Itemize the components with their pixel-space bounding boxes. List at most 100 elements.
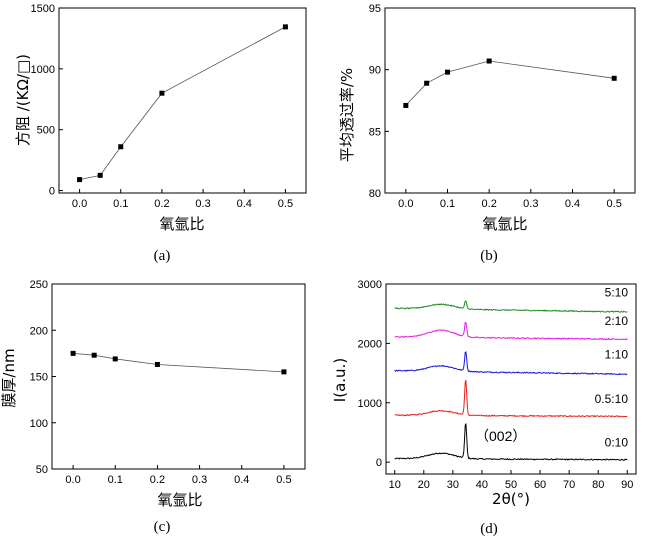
panel-a-ticks: 0.0 0.1 0.2 0.3 0.4 0.5 0 500 1000 1500 [31,3,294,210]
panel-d-series-2-10 [394,322,628,341]
panel-d-peak-annotation: （002） [475,428,526,444]
panel-d-series-label: 0:10 [605,436,629,450]
panel-c-y-tick-label: 100 [30,418,48,430]
panel-a-data-point [97,172,103,178]
panel-d-ticks: 10 20 30 40 50 60 70 80 90 0 1000 2000 3000 [358,279,634,491]
panel-c-marks [70,350,287,375]
panel-b-y-tick-label: 80 [369,188,381,200]
panel-d-xrd-patterns: 10 20 30 40 50 60 70 80 90 0 1000 2000 3000 0:10 0.5:… [331,279,637,537]
panel-a-x-tick-label: 0.5 [278,198,293,210]
panel-c-x-tick-label: 0.2 [150,474,165,486]
panel-c-caption: (c) [154,519,171,535]
panel-a-plot-frame [58,7,307,194]
panel-c-y-tick-label: 50 [36,464,48,476]
panel-c-y-tick-label: 150 [30,372,48,384]
panel-b-plot-frame [384,7,636,194]
panel-d-x-axis-label: 2θ(°) [492,490,530,508]
panel-a-sheet-resistance: 0.0 0.1 0.2 0.3 0.4 0.5 0 500 1000 1500 氧氩比 方阻 /(… [14,3,307,264]
panel-a-x-axis-label: 氧氩比 [159,215,204,233]
panel-d-x-tick-label: 30 [447,479,459,491]
panel-a-x-tick-label: 0.1 [113,198,128,210]
panel-c-y-tick-label: 200 [30,325,48,337]
panel-d-series-label: 5:10 [605,285,629,299]
panel-c-data-point [281,369,287,375]
panel-b-data-point [445,69,450,75]
panel-c-y-tick-label: 250 [30,279,48,291]
panel-b-x-tick-label: 0.1 [440,198,455,210]
panel-d-x-tick-label: 60 [534,479,546,491]
panel-c-ticks: 0.0 0.1 0.2 0.3 0.4 0.5 50 100 150 200 250 [30,279,292,486]
panel-a-marks [77,24,288,183]
panel-d-x-tick-label: 40 [476,479,488,491]
panel-a-y-tick-label: 1000 [31,64,55,76]
panel-b-x-tick-label: 0.5 [607,198,622,210]
panel-d-x-tick-label: 90 [621,479,633,491]
panel-d-marks: 0:10 0.5:10 1:10 2:10 5:10 [394,285,629,461]
panel-a-x-tick-label: 0.3 [195,198,210,210]
panel-b-y-tick-label: 90 [369,65,381,77]
panel-b-average-transmittance: 0.0 0.1 0.2 0.3 0.4 0.5 80 85 90 95 氧氩比 平均透过率/% (… [338,3,636,264]
panel-c-x-tick-label: 0.1 [108,474,123,486]
panel-c-x-axis-label: 氧氩比 [157,491,202,509]
panel-b-x-axis-label: 氧氩比 [482,215,527,233]
panel-a-x-tick-label: 0.0 [72,198,87,210]
panel-b-y-axis-label: 平均透过率/% [338,68,356,162]
panel-d-x-tick-label: 10 [389,479,401,491]
panel-b-y-tick-label: 95 [369,3,381,15]
panel-d-caption: (d) [480,521,498,537]
panel-c-data-point [112,356,118,362]
panel-d-y-tick-label: 1000 [358,398,382,410]
panel-b-y-tick-label: 85 [369,126,381,138]
panel-b-x-tick-label: 0.0 [398,198,413,210]
panel-b-x-tick-label: 0.2 [482,198,497,210]
panel-d-y-tick-label: 0 [376,457,382,469]
panel-d-series-5-10 [394,300,628,313]
panel-b-data-point [486,58,492,64]
panel-d-y-tick-label: 3000 [358,279,382,291]
panel-b-data-point [424,80,430,86]
panel-d-series-label: 2:10 [605,314,629,328]
panel-a-y-tick-label: 0 [49,186,55,198]
panel-d-y-axis-label: I(a.u.) [331,358,349,402]
panel-a-caption: (a) [154,248,171,264]
panel-c-data-point [154,361,160,367]
panel-d-x-tick-label: 20 [418,479,430,491]
panel-d-x-tick-label: 80 [592,479,604,491]
panel-b-marks [403,58,617,108]
panel-d-series-label: 0.5:10 [595,392,629,406]
panel-d-series-label: 1:10 [605,348,629,362]
panel-a-y-tick-label: 500 [37,125,55,137]
panel-a-data-point [118,144,124,150]
panel-c-data-point [91,352,97,358]
panel-c-plot-frame [51,283,306,470]
panel-a-y-axis-label: 方阻 /(KΩ/□) [14,54,32,146]
panel-d-series-0-10 [394,423,628,461]
panel-a-x-tick-label: 0.4 [237,198,252,210]
panel-a-y-tick-label: 1500 [31,3,55,15]
panel-c-x-tick-label: 0.4 [234,474,249,486]
panel-c-data-point [70,350,76,356]
panel-b-x-tick-label: 0.3 [523,198,538,210]
panel-b-x-tick-label: 0.4 [565,198,580,210]
panel-c-film-thickness: 0.0 0.1 0.2 0.3 0.4 0.5 50 100 150 200 250 氧氩比 膜厚/… [0,279,306,535]
panel-a-series-line [79,26,286,180]
panel-b-data-point [611,75,617,81]
panel-c-x-tick-label: 0.0 [65,474,80,486]
panel-d-series-0-5-10 [394,380,628,418]
panel-b-series-line [405,60,615,106]
panel-c-x-tick-label: 0.3 [192,474,207,486]
panel-a-data-point [282,24,288,30]
panel-b-caption: (b) [480,248,498,264]
panel-d-plot-frame [385,283,637,475]
panel-c-series-line [73,353,284,373]
panel-b-ticks: 0.0 0.1 0.2 0.3 0.4 0.5 80 85 90 95 [369,3,622,210]
panel-a-data-point [159,90,165,96]
panel-a-data-point [77,177,83,183]
panel-d-x-tick-label: 70 [563,479,575,491]
panel-a-x-tick-label: 0.2 [154,198,169,210]
panel-c-x-tick-label: 0.5 [276,474,291,486]
panel-c-y-axis-label: 膜厚/nm [0,348,18,407]
panel-d-series-1-10 [394,351,628,376]
panel-d-y-tick-label: 2000 [358,338,382,350]
